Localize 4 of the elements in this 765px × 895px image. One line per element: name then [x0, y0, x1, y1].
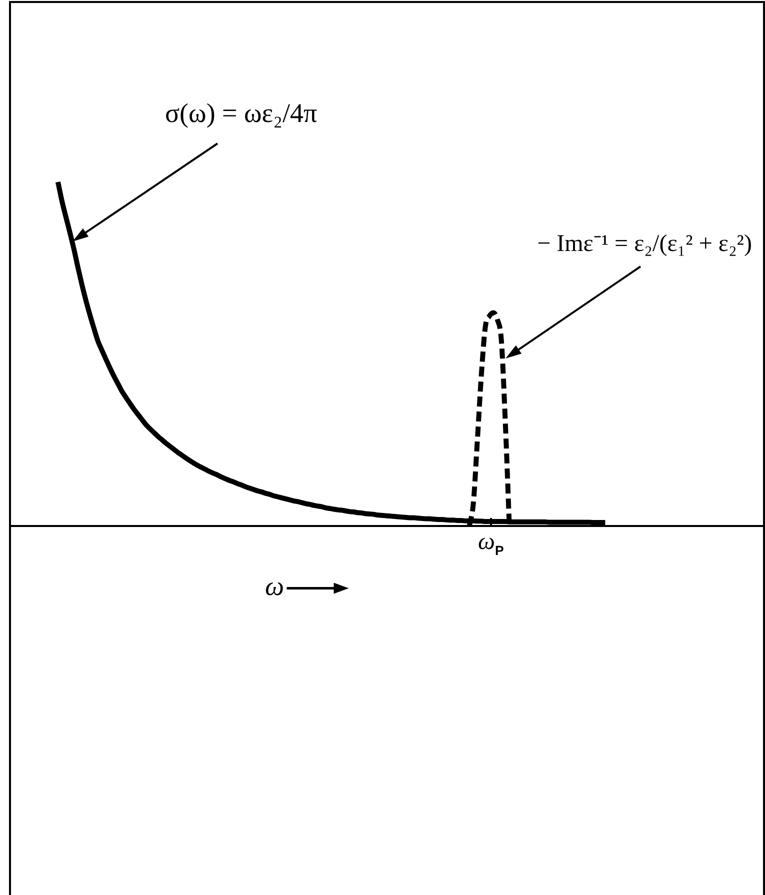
- x-axis-title: ω: [265, 571, 284, 602]
- text: σ(ω) = ωε₂/4π: [165, 98, 318, 129]
- text: − Imε⁻¹ = ε₂/(ε₁² + ε₂²): [537, 231, 752, 258]
- text: ω$_{P}$: [478, 529, 504, 558]
